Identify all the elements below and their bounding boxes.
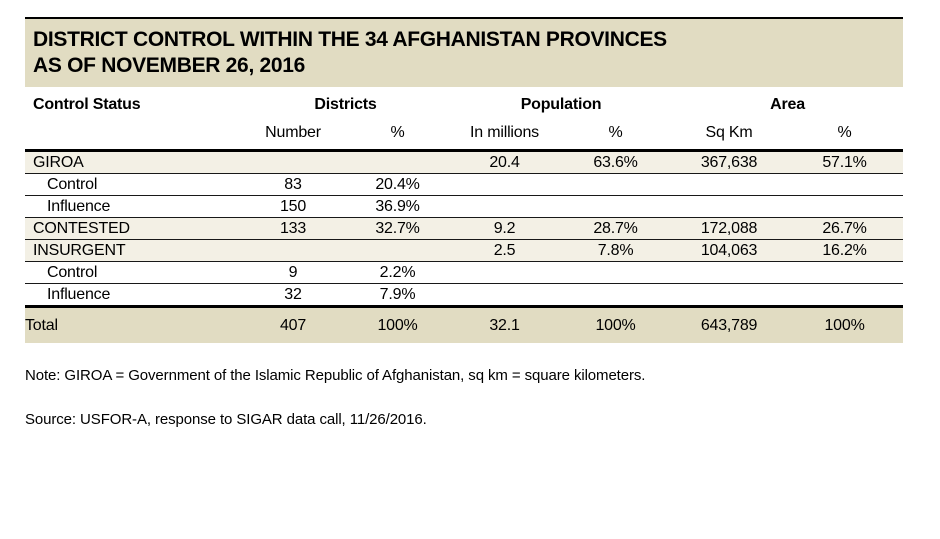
area-sqkm-cell <box>672 173 787 196</box>
row-label: Influence <box>25 283 241 307</box>
population-pct-cell: 100% <box>559 305 673 343</box>
figure-notes: Note: GIROA = Government of the Islamic … <box>25 367 940 428</box>
row-label: GIROA <box>25 150 241 174</box>
table-row: Influence 32 7.9% <box>25 283 904 307</box>
area-sqkm-cell: 367,638 <box>672 150 787 174</box>
area-pct-cell <box>786 173 904 196</box>
districts-pct-cell: 7.9% <box>345 283 451 307</box>
row-label: Total <box>25 305 241 343</box>
districts-pct-cell: 36.9% <box>345 195 451 218</box>
area-pct-cell <box>786 283 904 307</box>
population-group-header: Population <box>520 96 602 113</box>
table-row: Control 83 20.4% <box>25 173 904 196</box>
figure-title-line2: AS OF NOVEMBER 26, 2016 <box>33 54 306 77</box>
area-sqkm-cell: 172,088 <box>672 217 787 240</box>
districts-number-cell <box>241 150 345 174</box>
area-sqkm-cell <box>672 261 787 284</box>
districts-pct-cell <box>345 150 451 174</box>
districts-number-cell: 83 <box>241 173 345 196</box>
area-pct-subheader: % <box>786 117 904 152</box>
districts-number-cell <box>241 239 345 262</box>
districts-number-cell: 133 <box>241 217 345 240</box>
column-group-header-row: Control Status Districts Population Area <box>25 87 903 117</box>
table-row: CONTESTED 133 32.7% 9.2 28.7% 172,088 26.7% <box>25 217 904 240</box>
figure-title-line1: DISTRICT CONTROL WITHIN THE 34 AFGHANIST… <box>33 28 667 51</box>
area-pct-cell: 57.1% <box>786 150 904 174</box>
population-pct-cell: 7.8% <box>559 239 673 262</box>
population-millions-cell: 20.4 <box>450 150 560 174</box>
number-subheader: Number <box>241 117 345 152</box>
row-label: Influence <box>25 195 241 218</box>
districts-group-header: Districts <box>314 96 377 113</box>
population-millions-cell <box>450 261 560 284</box>
figure-title: DISTRICT CONTROL WITHIN THE 34 AFGHANIST… <box>25 19 903 87</box>
sq-km-subheader: Sq Km <box>672 117 787 152</box>
control-status-header: Control Status <box>33 96 141 113</box>
districts-pct-subheader: % <box>345 117 451 152</box>
district-control-figure: DISTRICT CONTROL WITHIN THE 34 AFGHANIST… <box>25 17 904 343</box>
population-millions-cell: 32.1 <box>450 305 560 343</box>
population-millions-cell: 9.2 <box>450 217 560 240</box>
districts-pct-cell: 32.7% <box>345 217 451 240</box>
population-pct-cell <box>559 173 673 196</box>
area-pct-cell: 100% <box>786 305 904 343</box>
table-row: Control 9 2.2% <box>25 261 904 284</box>
districts-number-cell: 407 <box>241 305 345 343</box>
population-pct-cell: 63.6% <box>559 150 673 174</box>
districts-number-cell: 9 <box>241 261 345 284</box>
area-pct-cell: 26.7% <box>786 217 904 240</box>
population-pct-subheader: % <box>559 117 673 152</box>
population-millions-cell <box>450 173 560 196</box>
table-row: GIROA 20.4 63.6% 367,638 57.1% <box>25 150 904 174</box>
total-row: Total 407 100% 32.1 100% 643,789 100% <box>25 305 904 343</box>
area-pct-cell: 16.2% <box>786 239 904 262</box>
districts-pct-cell <box>345 239 451 262</box>
subheader-row: Number % In millions % Sq Km % <box>25 117 904 152</box>
row-label: INSURGENT <box>25 239 241 262</box>
districts-pct-cell: 2.2% <box>345 261 451 284</box>
district-control-table: Control Status Districts Population Area… <box>25 87 904 343</box>
top-rule <box>25 17 903 19</box>
districts-number-cell: 32 <box>241 283 345 307</box>
row-label: Control <box>25 261 241 284</box>
table-row: Influence 150 36.9% <box>25 195 904 218</box>
note-text: Note: GIROA = Government of the Islamic … <box>25 367 646 384</box>
area-sqkm-cell: 104,063 <box>672 239 787 262</box>
area-sqkm-cell <box>672 195 787 218</box>
table-row: INSURGENT 2.5 7.8% 104,063 16.2% <box>25 239 904 262</box>
districts-number-cell: 150 <box>241 195 345 218</box>
area-pct-cell <box>786 261 904 284</box>
table-body: GIROA 20.4 63.6% 367,638 57.1% Control 83 20.4%… <box>25 150 904 343</box>
population-millions-cell <box>450 283 560 307</box>
area-sqkm-cell <box>672 283 787 307</box>
area-group-header: Area <box>770 96 805 113</box>
districts-pct-cell: 100% <box>345 305 451 343</box>
in-millions-subheader: In millions <box>450 117 560 152</box>
population-pct-cell <box>559 283 673 307</box>
population-pct-cell: 28.7% <box>559 217 673 240</box>
population-pct-cell <box>559 195 673 218</box>
source-text: Source: USFOR-A, response to SIGAR data … <box>25 411 427 428</box>
districts-pct-cell: 20.4% <box>345 173 451 196</box>
area-sqkm-cell: 643,789 <box>672 305 787 343</box>
population-millions-cell <box>450 195 560 218</box>
area-pct-cell <box>786 195 904 218</box>
population-pct-cell <box>559 261 673 284</box>
row-label: CONTESTED <box>25 217 241 240</box>
population-millions-cell: 2.5 <box>450 239 560 262</box>
row-label: Control <box>25 173 241 196</box>
subheader-blank <box>25 117 241 152</box>
